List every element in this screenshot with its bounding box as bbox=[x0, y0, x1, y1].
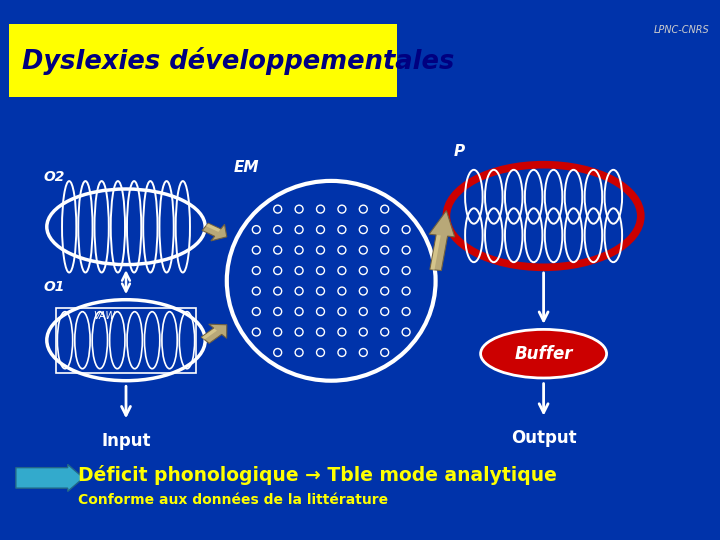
Text: EM: EM bbox=[234, 160, 259, 176]
Text: LPNC-CNRS: LPNC-CNRS bbox=[654, 25, 709, 35]
Polygon shape bbox=[201, 324, 227, 343]
Bar bbox=[56, 308, 196, 373]
Text: O1: O1 bbox=[43, 280, 65, 294]
Text: Buffer: Buffer bbox=[514, 345, 573, 363]
FancyBboxPatch shape bbox=[9, 24, 397, 97]
Polygon shape bbox=[206, 224, 220, 232]
FancyArrow shape bbox=[16, 464, 84, 491]
Text: Dyslexies développementales: Dyslexies développementales bbox=[22, 47, 454, 75]
Text: P: P bbox=[454, 144, 464, 159]
Text: VAW: VAW bbox=[94, 311, 115, 321]
Text: O2: O2 bbox=[43, 170, 65, 184]
Text: Input: Input bbox=[102, 432, 150, 450]
Polygon shape bbox=[202, 328, 217, 340]
Polygon shape bbox=[429, 211, 455, 271]
Polygon shape bbox=[202, 223, 227, 241]
Polygon shape bbox=[431, 235, 441, 270]
Text: Output: Output bbox=[510, 429, 577, 447]
Text: Conforme aux données de la littérature: Conforme aux données de la littérature bbox=[78, 492, 388, 507]
Text: Déficit phonologique → Tble mode analytique: Déficit phonologique → Tble mode analyti… bbox=[78, 464, 557, 485]
Ellipse shape bbox=[481, 329, 606, 378]
